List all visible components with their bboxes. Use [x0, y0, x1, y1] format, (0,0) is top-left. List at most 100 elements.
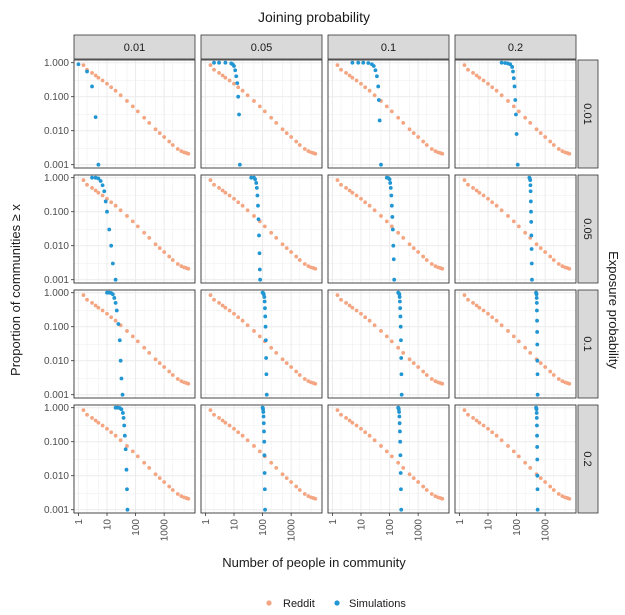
reddit-point	[486, 426, 490, 431]
reddit-point	[153, 242, 158, 247]
reddit-point	[81, 178, 86, 182]
reddit-point	[396, 115, 401, 120]
reddit-point	[347, 418, 352, 423]
reddit-point	[109, 430, 114, 435]
simulation-point	[528, 183, 533, 188]
reddit-point	[186, 496, 191, 501]
simulation-point	[390, 215, 395, 219]
simulation-point	[262, 295, 267, 299]
simulation-point	[234, 74, 239, 79]
reddit-point	[466, 412, 470, 417]
reddit-point	[208, 178, 213, 182]
legend-reddit-label: Reddit	[283, 598, 315, 610]
simulation-point	[388, 186, 393, 190]
simulation-point	[398, 471, 403, 475]
simulation-point	[253, 177, 258, 182]
simulation-point	[119, 407, 124, 412]
reddit-point	[424, 488, 429, 492]
simulation-point	[534, 301, 539, 305]
x-tick-label: 1	[74, 519, 85, 525]
simulation-point	[263, 507, 267, 512]
x-axis-label: Number of people in community	[222, 555, 406, 570]
x-tick-label: 10	[484, 519, 495, 531]
reddit-point	[389, 454, 394, 459]
simulation-point	[535, 358, 540, 363]
reddit-point	[440, 496, 445, 501]
reddit-point	[548, 369, 553, 374]
reddit-point	[367, 203, 372, 208]
simulation-point	[76, 62, 81, 67]
reddit-point	[269, 460, 274, 465]
simulation-point	[125, 487, 129, 492]
simulation-point	[110, 292, 115, 297]
reddit-point	[363, 315, 368, 320]
reddit-point	[471, 416, 475, 420]
simulation-point	[98, 179, 103, 183]
reddit-point	[551, 373, 556, 377]
reddit-point	[81, 63, 86, 67]
simulation-point	[512, 84, 517, 89]
y-tick-label: 0.100	[44, 207, 69, 218]
reddit-point	[494, 433, 499, 438]
simulation-point	[256, 203, 260, 208]
reddit-point	[551, 258, 556, 262]
simulation-point	[529, 220, 534, 224]
simulation-point	[257, 267, 262, 272]
reddit-point	[499, 208, 504, 213]
reddit-point	[157, 246, 162, 251]
row-strip-label: 0.05	[581, 218, 593, 239]
reddit-point	[556, 377, 561, 381]
reddit-point	[538, 476, 543, 480]
simulation-point	[122, 423, 127, 428]
panel-background	[201, 60, 322, 168]
y-tick-label: 1.000	[44, 58, 69, 69]
reddit-point	[217, 186, 221, 190]
panel-background	[455, 290, 576, 398]
simulation-point	[261, 410, 266, 414]
reddit-point	[367, 318, 372, 323]
panel-border	[454, 404, 577, 514]
reddit-point	[245, 208, 250, 213]
reddit-point	[170, 258, 175, 262]
panel-row-0.1-col-0.05	[200, 289, 323, 399]
panel-border	[73, 404, 196, 514]
reddit-point	[90, 186, 94, 190]
reddit-point	[105, 311, 109, 316]
simulation-point	[257, 251, 262, 256]
simulation-point	[535, 473, 540, 478]
reddit-point	[167, 139, 172, 144]
reddit-point	[511, 219, 516, 224]
reddit-point	[466, 182, 470, 187]
row-strip-box	[577, 289, 599, 399]
reddit-point	[109, 315, 114, 320]
reddit-point	[162, 480, 167, 484]
simulation-point	[125, 507, 130, 512]
panel-row-0.2-col-0.1: 1 10 100 1000	[327, 404, 450, 541]
legend-simulations-key	[334, 600, 340, 606]
row-strip-0.01: 0.01	[577, 59, 599, 169]
legend-simulations-label: Simulations	[349, 598, 406, 610]
simulation-point	[399, 356, 404, 360]
reddit-point	[302, 492, 307, 496]
simulation-point	[529, 261, 534, 266]
reddit-point	[113, 88, 118, 93]
reddit-point	[257, 334, 262, 339]
column-strip-box	[454, 34, 577, 60]
panel-row-0.2-col-0.05: 1 10 100 1000	[200, 404, 323, 541]
reddit-point	[100, 78, 105, 83]
simulation-point	[392, 277, 397, 282]
reddit-point	[262, 224, 267, 229]
panel-row-0.1-col-0.1	[327, 289, 450, 399]
reddit-point	[81, 408, 86, 412]
reddit-point	[486, 196, 490, 201]
reddit-point	[280, 357, 285, 362]
reddit-point	[359, 81, 363, 86]
panel-border	[73, 59, 196, 169]
reddit-point	[411, 476, 416, 480]
x-tick-label: 1	[328, 519, 339, 525]
reddit-point	[212, 67, 216, 72]
panel-border	[200, 289, 323, 399]
reddit-point	[490, 315, 495, 320]
simulation-point	[535, 392, 540, 397]
reddit-point	[567, 151, 572, 156]
